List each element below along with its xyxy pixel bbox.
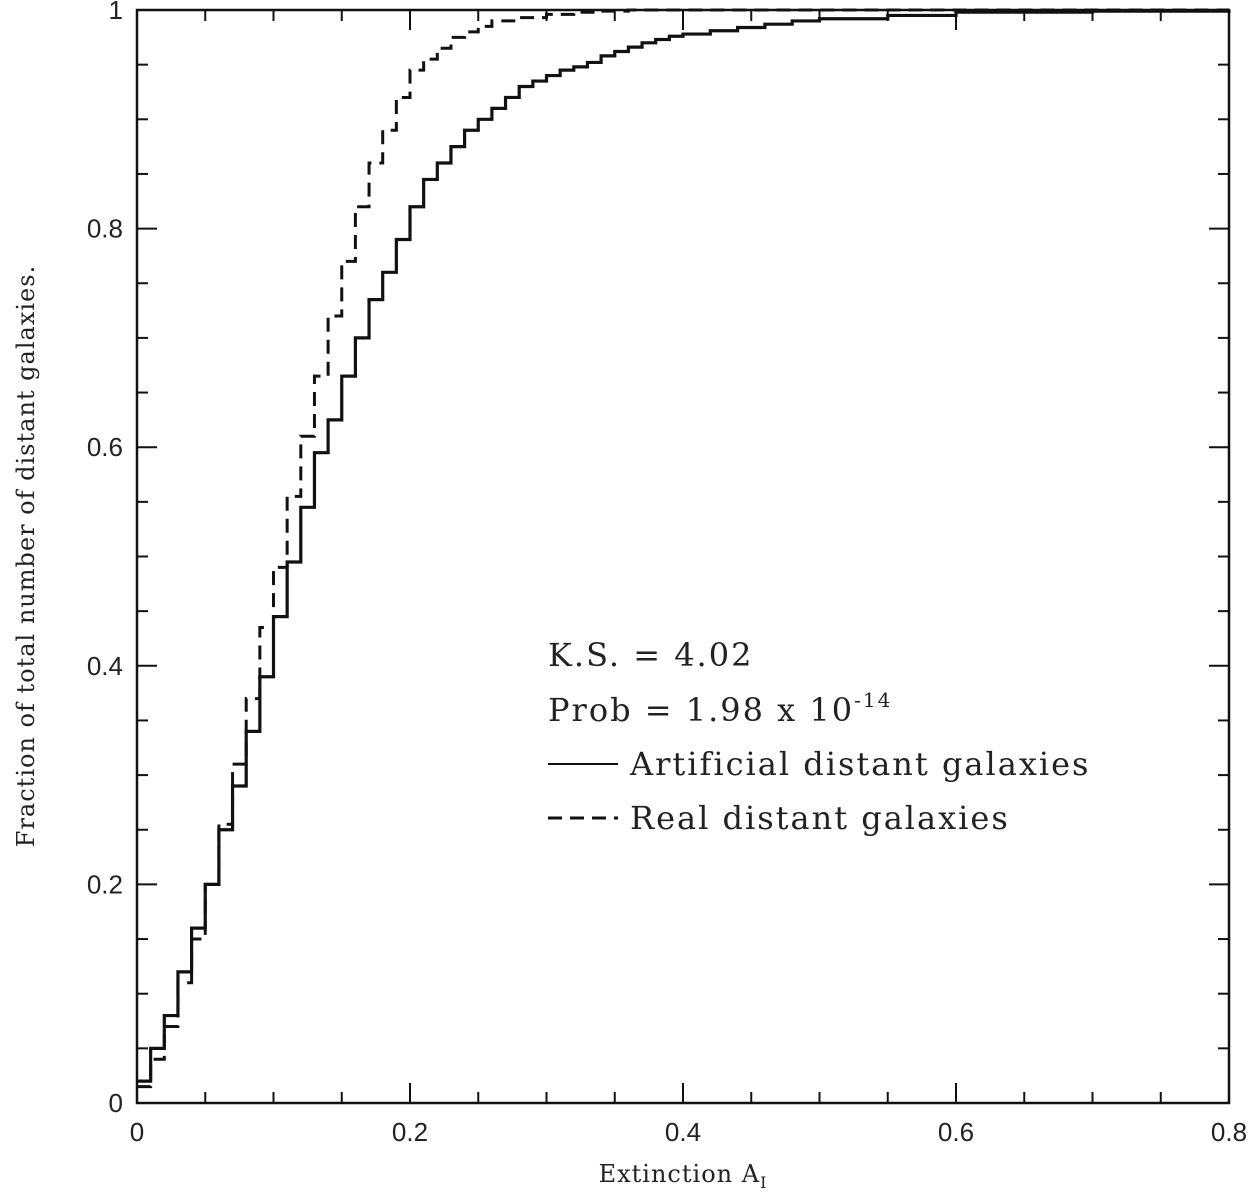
ks-annotation: K.S. = 4.02 <box>548 636 753 674</box>
y-tick-label: 0.4 <box>87 651 123 681</box>
prob-annotation: Prob = 1.98 x 10-14 <box>548 688 892 729</box>
x-axis-title: Extinction AI <box>599 1160 768 1192</box>
y-tick-label: 0.8 <box>87 214 123 244</box>
series-line-real <box>137 8 1229 1089</box>
series-line-artificial <box>137 9 1231 1083</box>
x-axis-title-main: Extinction A <box>599 1160 760 1188</box>
y-tick-label: 0.2 <box>87 869 123 899</box>
axis-ticks <box>136 9 1230 1104</box>
series-layer <box>137 8 1231 1089</box>
x-tick-label: 0.8 <box>1211 1117 1247 1147</box>
y-tick-label: 0 <box>109 1088 123 1118</box>
x-tick-label: 0.2 <box>392 1117 428 1147</box>
y-tick-label: 1 <box>109 0 123 25</box>
tick-labels: 0 0.2 0.4 0.6 0.8 0 0.2 0.4 0.6 0.8 1 <box>87 0 1247 1147</box>
y-tick-label: 0.6 <box>87 432 123 462</box>
legend-label-real: Real distant galaxies <box>630 799 1010 837</box>
legend-label-artificial: Artificial distant galaxies <box>629 745 1090 783</box>
x-axis-title-subscript: I <box>760 1173 767 1192</box>
x-tick-label: 0 <box>130 1117 144 1147</box>
x-tick-label: 0.6 <box>938 1117 974 1147</box>
prob-annotation-exponent: -14 <box>854 688 892 712</box>
x-tick-label: 0.4 <box>665 1117 701 1147</box>
prob-annotation-main: Prob = 1.98 x 10 <box>548 691 854 729</box>
y-axis-title: Fraction of total number of distant gala… <box>12 265 40 847</box>
legend: Artificial distant galaxies Real distant… <box>548 745 1090 837</box>
